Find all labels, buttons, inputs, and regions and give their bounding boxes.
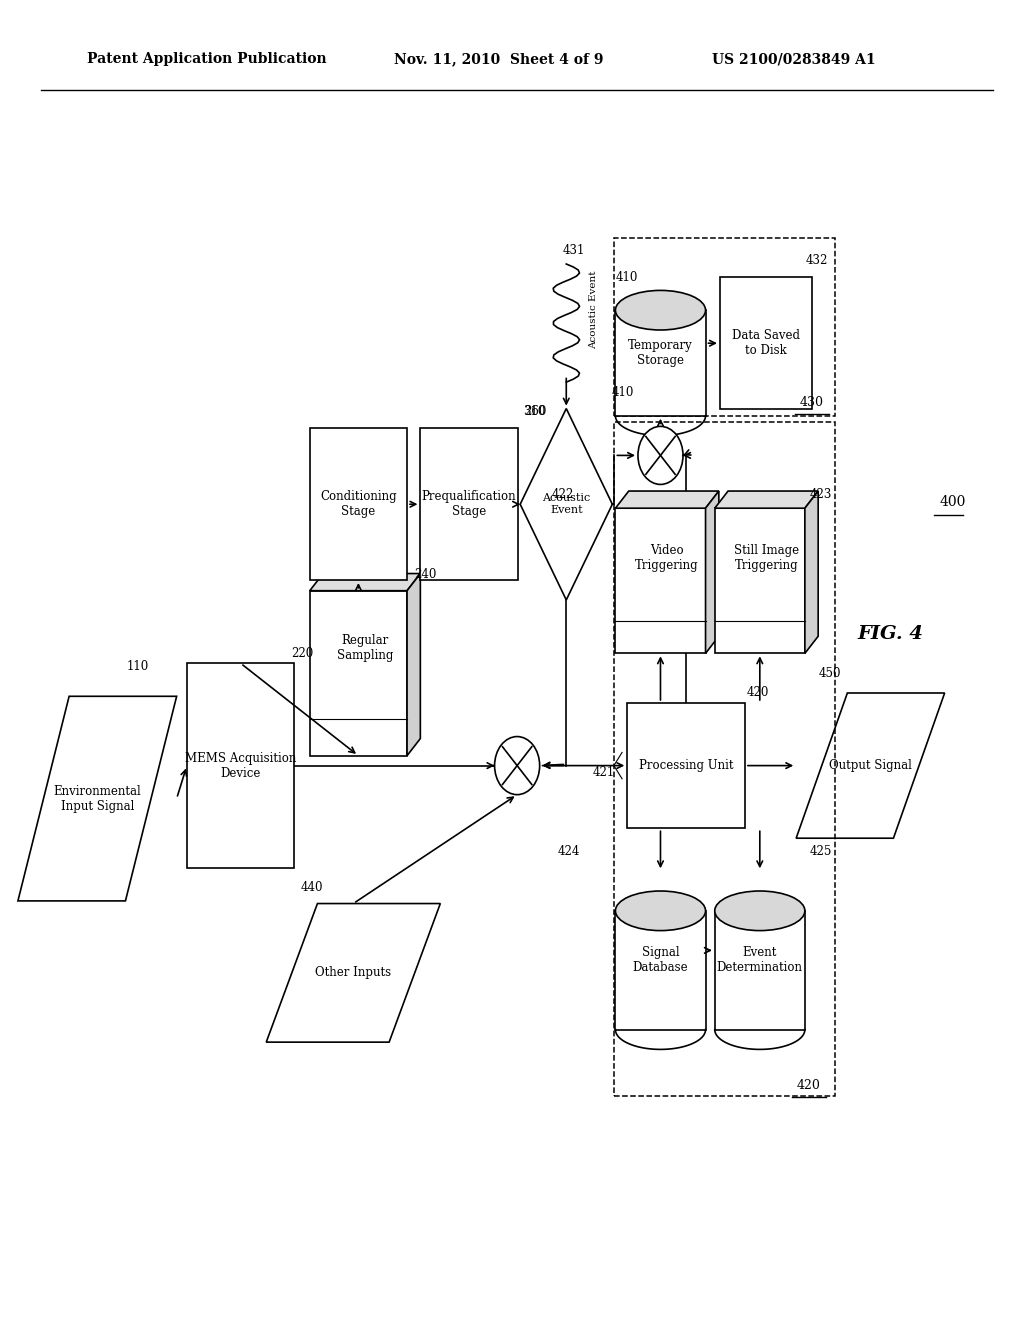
- Bar: [309, 591, 407, 755]
- Bar: [715, 508, 805, 653]
- Text: 431: 431: [562, 244, 585, 257]
- Bar: [627, 702, 745, 829]
- Text: 450: 450: [818, 667, 841, 680]
- Polygon shape: [407, 573, 420, 755]
- Text: Conditioning
Stage: Conditioning Stage: [321, 490, 396, 519]
- Text: Patent Application Publication: Patent Application Publication: [87, 53, 327, 66]
- Polygon shape: [715, 491, 818, 508]
- Bar: [421, 428, 518, 581]
- Text: 421: 421: [593, 766, 614, 779]
- Circle shape: [638, 426, 683, 484]
- Bar: [615, 310, 706, 416]
- Text: 423: 423: [810, 488, 833, 502]
- Text: 432: 432: [806, 253, 828, 267]
- Text: Signal
Database: Signal Database: [633, 946, 688, 974]
- Circle shape: [495, 737, 540, 795]
- Text: 430: 430: [800, 396, 824, 409]
- Bar: [615, 508, 706, 653]
- Text: Environmental
Input Signal: Environmental Input Signal: [53, 784, 141, 813]
- Polygon shape: [706, 491, 719, 653]
- Text: Data Saved
to Disk: Data Saved to Disk: [732, 329, 800, 358]
- Bar: [186, 664, 295, 869]
- Text: Acoustic Event: Acoustic Event: [589, 271, 598, 348]
- Bar: [715, 911, 805, 1030]
- Text: 440: 440: [301, 880, 324, 894]
- Text: 410: 410: [611, 385, 634, 399]
- Bar: [614, 238, 835, 416]
- Text: Video
Triggering: Video Triggering: [635, 544, 699, 572]
- Text: Nov. 11, 2010  Sheet 4 of 9: Nov. 11, 2010 Sheet 4 of 9: [394, 53, 604, 66]
- Bar: [720, 277, 812, 409]
- Text: Temporary
Storage: Temporary Storage: [628, 339, 693, 367]
- Text: Other Inputs: Other Inputs: [315, 966, 391, 979]
- Text: FIG. 4: FIG. 4: [858, 624, 924, 643]
- Ellipse shape: [715, 891, 805, 931]
- Text: 310: 310: [523, 405, 545, 418]
- Polygon shape: [805, 491, 818, 653]
- Ellipse shape: [615, 891, 706, 931]
- Text: Output Signal: Output Signal: [829, 759, 911, 772]
- Polygon shape: [309, 573, 420, 591]
- Text: 420: 420: [746, 686, 769, 700]
- Ellipse shape: [615, 290, 706, 330]
- Bar: [615, 911, 706, 1030]
- Text: 422: 422: [552, 488, 574, 502]
- Text: Regular
Sampling: Regular Sampling: [337, 634, 393, 663]
- Text: 110: 110: [127, 660, 150, 673]
- Text: Still Image
Triggering: Still Image Triggering: [734, 544, 799, 572]
- Text: Acoustic
Event: Acoustic Event: [542, 494, 591, 515]
- Text: Event
Determination: Event Determination: [717, 946, 803, 974]
- Text: 220: 220: [291, 647, 313, 660]
- Text: US 2100/0283849 A1: US 2100/0283849 A1: [712, 53, 876, 66]
- Text: 240: 240: [414, 568, 436, 581]
- Text: Prequalification
Stage: Prequalification Stage: [422, 490, 516, 519]
- Text: 260: 260: [524, 405, 547, 418]
- Text: MEMS Acquisition
Device: MEMS Acquisition Device: [185, 751, 296, 780]
- Text: 420: 420: [797, 1078, 821, 1092]
- Text: Processing Unit: Processing Unit: [639, 759, 733, 772]
- Text: 424: 424: [557, 845, 580, 858]
- Text: 400: 400: [939, 495, 966, 508]
- Bar: [309, 428, 407, 581]
- Bar: [614, 422, 835, 1096]
- Text: 410: 410: [615, 271, 638, 284]
- Polygon shape: [615, 491, 719, 508]
- Text: 425: 425: [810, 845, 833, 858]
